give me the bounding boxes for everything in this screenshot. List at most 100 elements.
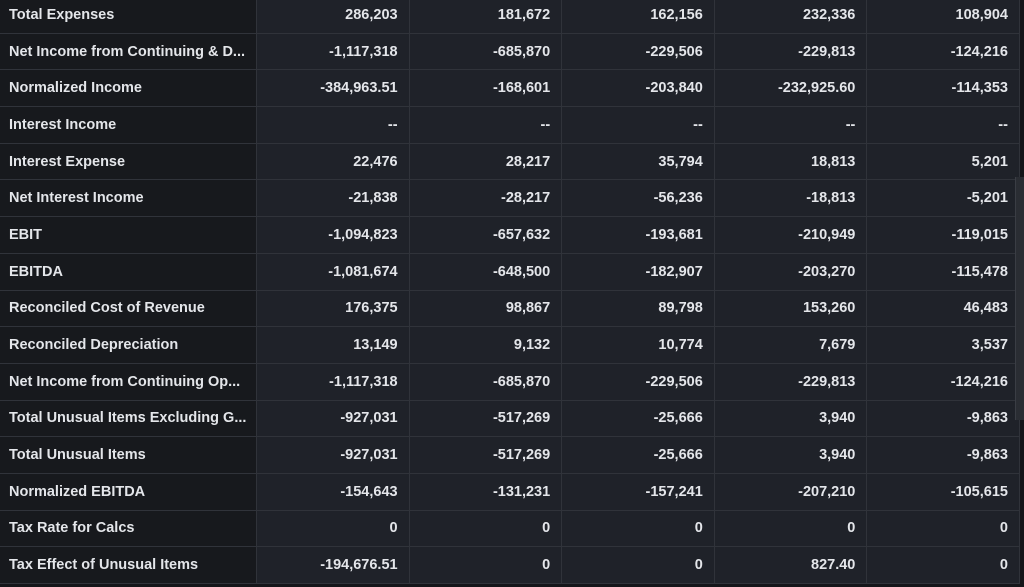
table-cell: 3,940 xyxy=(714,400,868,437)
table-row: Net Income from Continuing Op... -1,117,3… xyxy=(0,363,1020,401)
table-cell: 0 xyxy=(409,547,563,583)
table-cell: 89,798 xyxy=(562,290,715,327)
table-cell: 7,679 xyxy=(714,327,868,363)
table-cell: 9,132 xyxy=(409,327,563,363)
table-cell: -25,666 xyxy=(562,437,715,473)
table-cell: -193,681 xyxy=(562,217,715,253)
row-label: EBITDA xyxy=(0,253,257,290)
table-row: Reconciled Cost of Revenue 176,375 98,867 8… xyxy=(0,290,1020,328)
row-label: Total Unusual Items Excluding G... xyxy=(0,400,257,437)
table-cell: -105,615 xyxy=(867,473,1020,510)
table-cell: -168,601 xyxy=(409,70,563,107)
table-cell: -- xyxy=(867,107,1020,143)
table-cell: 0 xyxy=(867,510,1020,547)
row-label: Reconciled Cost of Revenue xyxy=(0,290,257,327)
table-row: Normalized Income -384,963.51 -168,601 -203… xyxy=(0,70,1020,108)
table-cell: -124,216 xyxy=(867,33,1020,70)
table-cell: -5,201 xyxy=(867,180,1020,217)
table-cell: 28,217 xyxy=(409,143,563,180)
table-cell: 5,201 xyxy=(867,143,1020,180)
table-cell: 176,375 xyxy=(257,290,410,327)
table-row: Total Unusual Items -927,031 -517,269 -25,6… xyxy=(0,437,1020,474)
row-label: Total Expenses xyxy=(0,0,257,33)
table-cell: 0 xyxy=(562,547,715,583)
table-cell: -- xyxy=(409,107,563,143)
table-cell: -131,231 xyxy=(409,473,563,510)
table-row: Tax Effect of Unusual Items -194,676.51 0 0… xyxy=(0,547,1020,584)
table-row: Tax Rate for Calcs 0 0 0 0 0 xyxy=(0,510,1020,548)
table-cell: 22,476 xyxy=(257,143,410,180)
row-label: Net Interest Income xyxy=(0,180,257,217)
table-cell: -115,478 xyxy=(867,253,1020,290)
table-cell: -119,015 xyxy=(867,217,1020,253)
table-cell: 3,940 xyxy=(714,437,868,473)
table-cell: -232,925.60 xyxy=(714,70,868,107)
table-cell: -229,813 xyxy=(714,363,868,400)
table-cell: 0 xyxy=(867,547,1020,583)
table-cell: -203,840 xyxy=(562,70,715,107)
table-cell: -648,500 xyxy=(409,253,563,290)
table-cell: -927,031 xyxy=(257,437,410,473)
table-cell: -384,963.51 xyxy=(257,70,410,107)
table-cell: -517,269 xyxy=(409,400,563,437)
table-cell: 286,203 xyxy=(257,0,410,33)
side-panel-edge[interactable] xyxy=(1015,177,1024,420)
table-cell: 181,672 xyxy=(409,0,563,33)
table-cell: 98,867 xyxy=(409,290,563,327)
table-cell: -229,506 xyxy=(562,363,715,400)
table-cell: 35,794 xyxy=(562,143,715,180)
row-label: Normalized Income xyxy=(0,70,257,107)
table-cell: -18,813 xyxy=(714,180,868,217)
row-label: Net Income from Continuing Op... xyxy=(0,363,257,400)
table-cell: -657,632 xyxy=(409,217,563,253)
table-cell: 18,813 xyxy=(714,143,868,180)
table-cell: -517,269 xyxy=(409,437,563,473)
table-cell: 827.40 xyxy=(714,547,868,583)
table-cell: -207,210 xyxy=(714,473,868,510)
table-cell: 108,904 xyxy=(867,0,1020,33)
table-cell: 13,149 xyxy=(257,327,410,363)
row-label: Total Unusual Items xyxy=(0,437,257,473)
table-cell: -182,907 xyxy=(562,253,715,290)
table-cell: -927,031 xyxy=(257,400,410,437)
table-row: Total Expenses 286,203 181,672 162,156 232,3… xyxy=(0,0,1020,34)
table-cell: -210,949 xyxy=(714,217,868,253)
row-label: Reconciled Depreciation xyxy=(0,327,257,363)
table-cell: -21,838 xyxy=(257,180,410,217)
table-cell: -157,241 xyxy=(562,473,715,510)
table-cell: 3,537 xyxy=(867,327,1020,363)
table-cell: -- xyxy=(714,107,868,143)
table-cell: -203,270 xyxy=(714,253,868,290)
table-cell: -685,870 xyxy=(409,363,563,400)
table-row: Normalized EBITDA -154,643 -131,231 -157,24… xyxy=(0,473,1020,511)
table-cell: -154,643 xyxy=(257,473,410,510)
table-cell: 0 xyxy=(409,510,563,547)
table-cell: -685,870 xyxy=(409,33,563,70)
table-cell: 153,260 xyxy=(714,290,868,327)
row-label: Normalized EBITDA xyxy=(0,473,257,510)
table-cell: -56,236 xyxy=(562,180,715,217)
table-cell: -- xyxy=(562,107,715,143)
table-row: Interest Expense 22,476 28,217 35,794 18,813… xyxy=(0,143,1020,181)
table-cell: -9,863 xyxy=(867,437,1020,473)
row-label: Interest Income xyxy=(0,107,257,143)
row-label: Interest Expense xyxy=(0,143,257,180)
table-cell: -28,217 xyxy=(409,180,563,217)
table-cell: 0 xyxy=(714,510,868,547)
table-cell: -25,666 xyxy=(562,400,715,437)
table-row: Total Unusual Items Excluding G... -927,0… xyxy=(0,400,1020,438)
table-cell: 232,336 xyxy=(714,0,868,33)
table-row: Reconciled Depreciation 13,149 9,132 10,774… xyxy=(0,327,1020,364)
table-cell: -229,813 xyxy=(714,33,868,70)
table-row: Interest Income -- -- -- -- -- xyxy=(0,107,1020,144)
table-cell: -9,863 xyxy=(867,400,1020,437)
table-cell: -124,216 xyxy=(867,363,1020,400)
table-cell: -1,081,674 xyxy=(257,253,410,290)
table-cell: 162,156 xyxy=(562,0,715,33)
table-cell: -1,117,318 xyxy=(257,33,410,70)
table-cell: -229,506 xyxy=(562,33,715,70)
table-cell: 0 xyxy=(562,510,715,547)
table-row: Net Income from Continuing & D... -1,117,… xyxy=(0,33,1020,71)
table-cell: -114,353 xyxy=(867,70,1020,107)
